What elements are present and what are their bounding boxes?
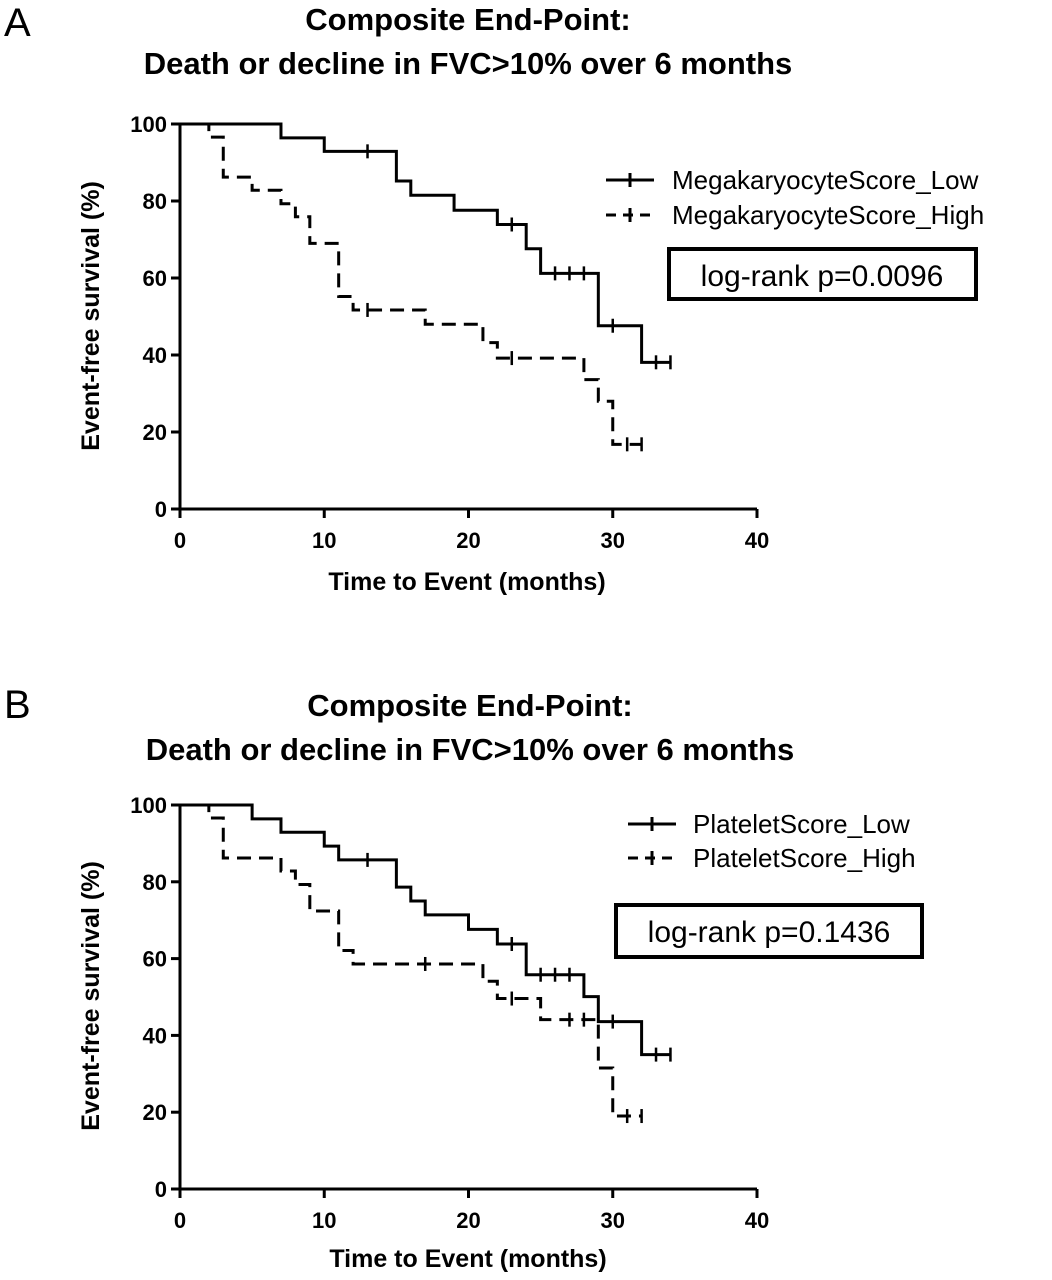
panel-b-subtitle: Death or decline in FVC>10% over 6 month…	[146, 732, 795, 767]
panel-b-x-tick-label: 20	[456, 1208, 480, 1233]
panel-b-title: Composite End-Point:	[307, 688, 632, 723]
panel-a: A Composite End-Point: Death or decline …	[4, 1, 984, 596]
panel-a-y-tick-label: 40	[143, 343, 167, 368]
panel-b-x-tick-label: 0	[174, 1208, 186, 1233]
panel-b-x-tick-label: 30	[601, 1208, 625, 1233]
panel-b-y-axis: 0 20 40 60 80 100 Event-free survival (%)	[77, 793, 182, 1202]
panel-a-y-axis-label: Event-free survival (%)	[77, 181, 105, 451]
panel-a-y-tick-label: 0	[155, 497, 167, 522]
panel-b-x-tick-label: 10	[312, 1208, 336, 1233]
panel-a-series	[180, 122, 672, 452]
panel-a-x-axis: 0 10 20 30 40 Time to Event (months)	[174, 507, 769, 596]
panel-b-legend-item-high: PlateletScore_High	[628, 843, 916, 873]
panel-a-x-tick-label: 0	[174, 528, 186, 553]
panel-b-letter: B	[4, 683, 31, 727]
panel-a-legend-item-low: MegakaryocyteScore_Low	[606, 165, 979, 195]
panel-a-x-tick-label: 40	[745, 528, 769, 553]
panel-a-curve-high	[180, 122, 642, 446]
panel-b-logrank-frame	[614, 903, 924, 959]
panel-b-logrank-box: log-rank p=0.1436	[614, 903, 924, 959]
panel-a-logrank-text: log-rank p=0.0096	[701, 260, 944, 293]
panel-b-legend: PlateletScore_Low PlateletScore_High	[628, 809, 916, 873]
panel-a-y-tick-label: 100	[130, 112, 167, 137]
panel-a-legend-item-high: MegakaryocyteScore_High	[606, 200, 984, 230]
panel-a-y-axis: 0 20 40 60 80 100 Event-free survival (%)	[77, 112, 182, 522]
panel-b-legend-low-label: PlateletScore_Low	[693, 809, 910, 839]
panel-b-y-tick-label: 80	[143, 870, 167, 895]
panel-b-x-tick-label: 40	[745, 1208, 769, 1233]
panel-b-x-axis-label: Time to Event (months)	[329, 1245, 606, 1273]
panel-b-y-tick-label: 60	[143, 947, 167, 972]
panel-b-curve-low	[180, 803, 671, 1057]
panel-b-y-tick-label: 20	[143, 1100, 167, 1125]
panel-a-logrank-box: log-rank p=0.0096	[667, 247, 978, 301]
panel-a-y-tick-label: 80	[143, 189, 167, 214]
panel-a-letter: A	[4, 1, 31, 45]
panel-a-x-tick-label: 20	[456, 528, 480, 553]
panel-a-legend: MegakaryocyteScore_Low MegakaryocyteScor…	[606, 165, 984, 230]
panel-b-y-tick-label: 40	[143, 1023, 167, 1048]
panel-b-logrank-text: log-rank p=0.1436	[648, 916, 891, 949]
panel-a-legend-low-label: MegakaryocyteScore_Low	[672, 165, 979, 195]
panel-a-x-tick-label: 30	[601, 528, 625, 553]
panel-a-y-tick-label: 60	[143, 266, 167, 291]
panel-b-x-axis: 0 10 20 30 40 Time to Event (months)	[174, 1187, 769, 1273]
panel-a-x-axis-label: Time to Event (months)	[328, 568, 605, 596]
panel-b-y-axis-label: Event-free survival (%)	[77, 861, 105, 1131]
panel-a-title: Composite End-Point:	[305, 2, 630, 37]
panel-b-series	[180, 803, 672, 1124]
panel-b: B Composite End-Point: Death or decline …	[4, 683, 924, 1273]
panel-b-y-tick-label: 0	[155, 1177, 167, 1202]
panel-a-curve-low	[180, 122, 671, 364]
panel-a-subtitle: Death or decline in FVC>10% over 6 month…	[144, 46, 793, 81]
panel-b-y-tick-label: 100	[130, 793, 167, 818]
panel-a-x-tick-label: 10	[312, 528, 336, 553]
panel-a-legend-high-label: MegakaryocyteScore_High	[672, 200, 984, 230]
panel-b-legend-item-low: PlateletScore_Low	[628, 809, 910, 839]
panel-a-y-tick-label: 20	[143, 420, 167, 445]
panel-b-legend-high-label: PlateletScore_High	[693, 843, 916, 873]
panel-a-logrank-frame	[667, 247, 978, 301]
panel-b-curve-high	[180, 803, 642, 1118]
